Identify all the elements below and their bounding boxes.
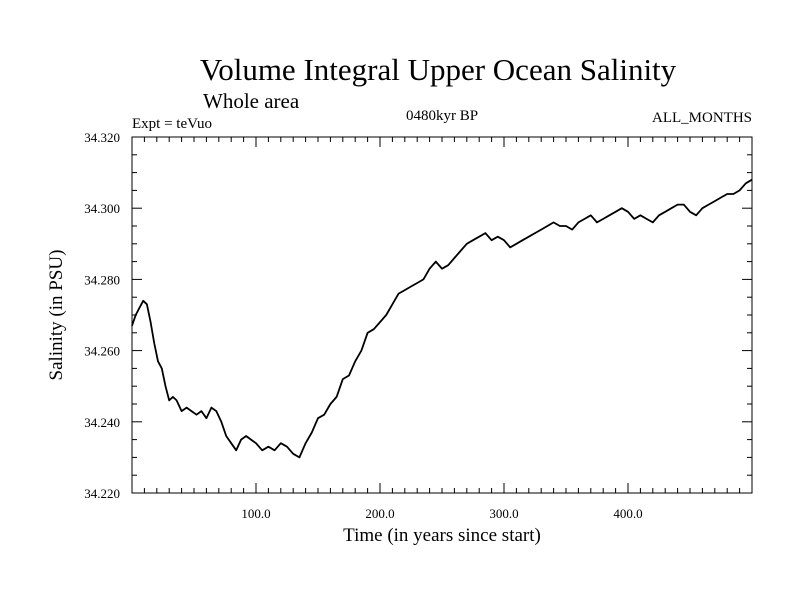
y-tick-label: 34.320 <box>84 130 120 145</box>
y-tick-label: 34.280 <box>84 272 120 287</box>
x-tick-label: 100.0 <box>241 506 270 521</box>
chart-title: Volume Integral Upper Ocean Salinity <box>200 52 677 87</box>
months-label: ALL_MONTHS <box>652 110 752 126</box>
chart-subtitle: Whole area <box>203 89 300 113</box>
y-tick-label: 34.300 <box>84 201 120 216</box>
y-tick-label: 34.240 <box>84 415 120 430</box>
x-tick-label: 200.0 <box>365 506 394 521</box>
x-axis-label: Time (in years since start) <box>343 525 541 546</box>
y-axis-label: Salinity (in PSU) <box>46 250 67 381</box>
salinity-series-line <box>131 178 753 459</box>
y-tick-label: 34.220 <box>84 486 120 501</box>
y-tick-label: 34.260 <box>84 344 120 359</box>
axis-ticks <box>132 136 752 494</box>
plot-frame <box>131 136 753 494</box>
x-tick-label: 300.0 <box>489 506 518 521</box>
period-label: 0480kyr BP <box>406 108 478 124</box>
x-tick-label: 400.0 <box>613 506 642 521</box>
tick-labels: 100.0 200.0 300.0 400.0 34.220 34.240 34.260 34… <box>84 130 642 521</box>
experiment-label: Expt = teVuo <box>132 116 212 132</box>
